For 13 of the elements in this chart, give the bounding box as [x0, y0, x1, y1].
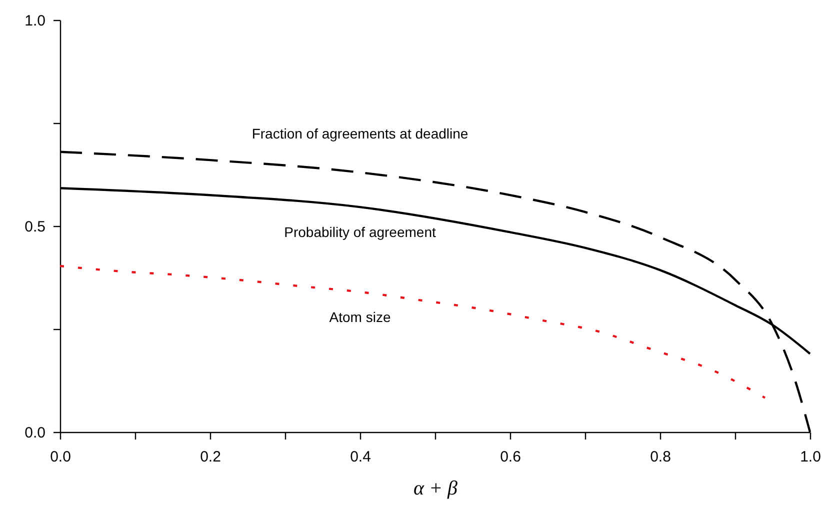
y-tick-label: 1.0: [24, 12, 46, 30]
annotation: Fraction of agreements at deadline: [252, 125, 468, 142]
y-tick-label: 0.5: [24, 218, 46, 236]
y-tick-label: 0.0: [24, 424, 46, 442]
x-tick-label: 1.0: [800, 448, 821, 466]
x-tick-label: 0.0: [50, 448, 71, 466]
x-axis-title: α + β: [414, 478, 458, 500]
annotation: Atom size: [329, 308, 391, 325]
x-tick-label: 0.6: [500, 448, 521, 466]
x-tick-label: 0.2: [200, 448, 221, 466]
x-tick-label: 0.8: [650, 448, 671, 466]
x-tick-label: 0.4: [350, 448, 371, 466]
annotation: Probability of agreement: [284, 224, 436, 240]
